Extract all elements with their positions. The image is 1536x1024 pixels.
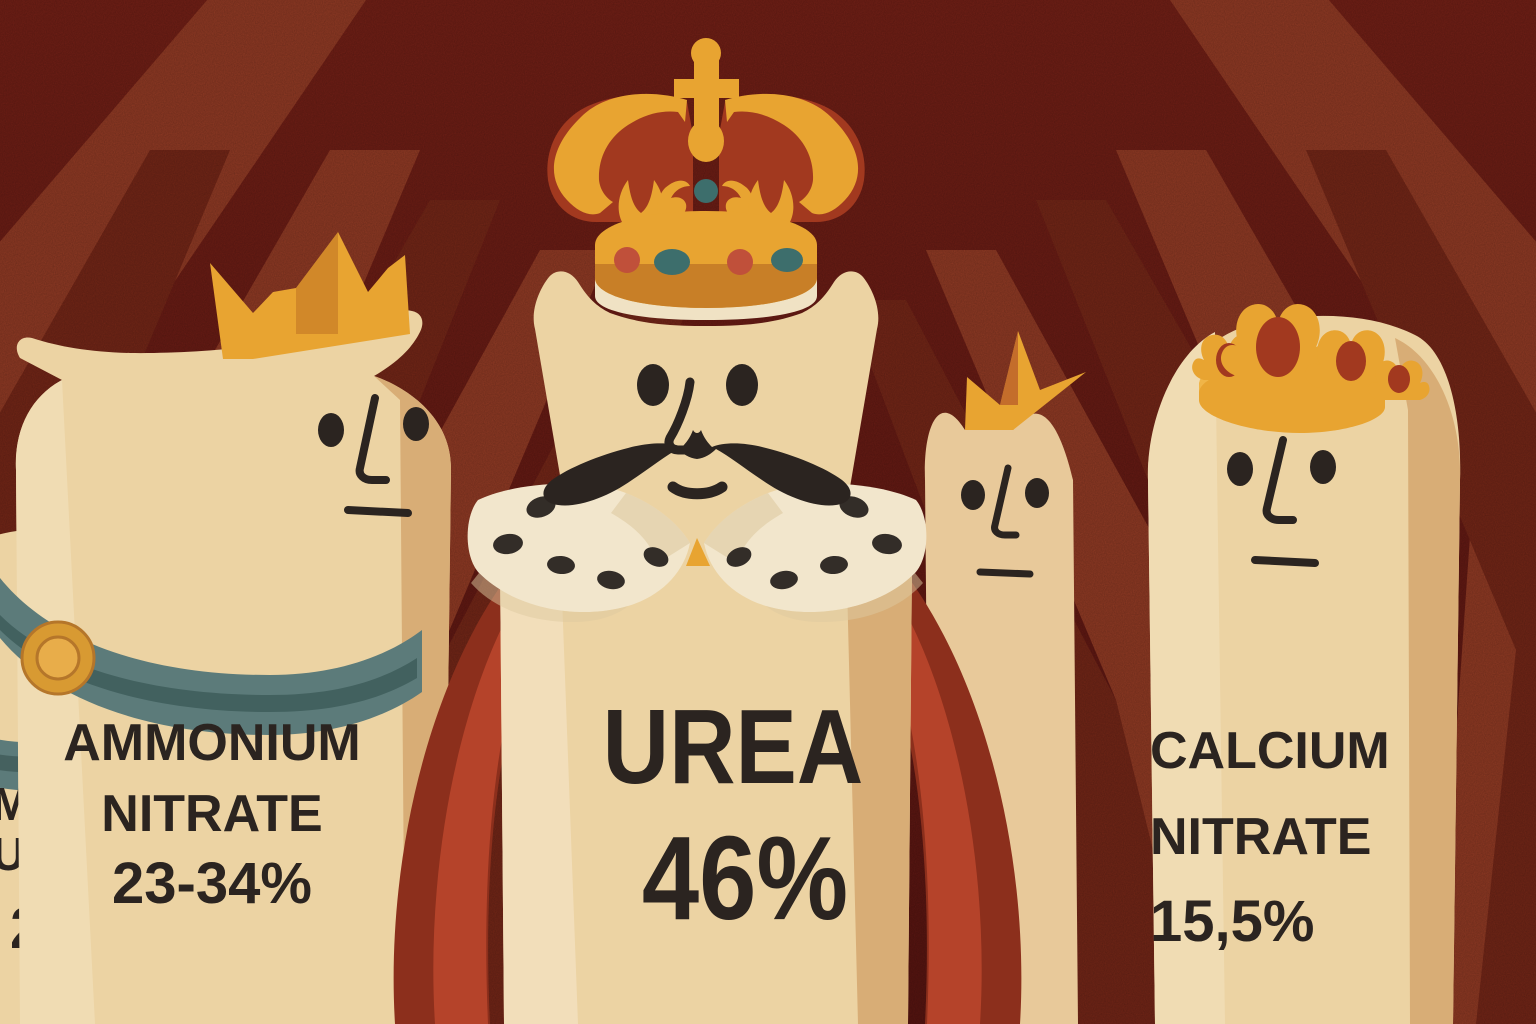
svg-text:UREA: UREA <box>603 688 864 807</box>
svg-text:NITRATE: NITRATE <box>1150 808 1371 866</box>
svg-text:46%: 46% <box>642 811 848 945</box>
svg-text:15,5%: 15,5% <box>1150 889 1314 954</box>
svg-text:23-34%: 23-34% <box>112 851 312 916</box>
svg-text:AMMONIUM: AMMONIUM <box>63 714 361 772</box>
svg-text:NITRATE: NITRATE <box>101 785 322 843</box>
svg-text:CALCIUM: CALCIUM <box>1150 722 1390 780</box>
